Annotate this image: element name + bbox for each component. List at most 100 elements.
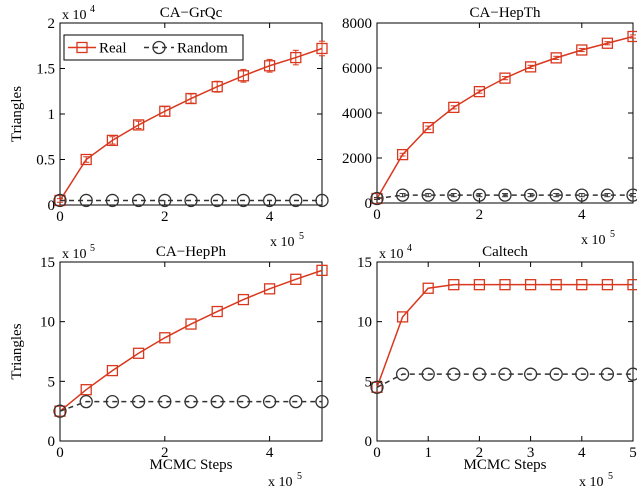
real-point xyxy=(396,311,409,323)
real-point xyxy=(422,121,434,134)
y-tick-label: 5 xyxy=(365,374,373,390)
x-tick-label: 0 xyxy=(373,445,381,461)
real-point xyxy=(316,42,328,55)
y-exponent: 4 xyxy=(407,243,412,254)
random-point xyxy=(210,394,224,409)
x-axis-label: MCMC Steps xyxy=(150,457,233,473)
random-point xyxy=(131,394,146,409)
x-tick-label: 0 xyxy=(373,207,381,223)
real-point xyxy=(422,282,434,294)
random-point xyxy=(236,193,251,208)
x-exponent: 5 xyxy=(610,229,615,240)
random-line xyxy=(59,400,322,412)
x-tick-label: 5 xyxy=(629,445,637,461)
y-tick-label: 10 xyxy=(357,315,372,331)
real-point xyxy=(263,60,276,72)
y-tick-label: 0 xyxy=(48,198,56,214)
random-point xyxy=(315,193,329,208)
x-tick-label: 4 xyxy=(578,445,586,461)
random-point xyxy=(549,367,563,381)
real-line xyxy=(376,35,634,199)
panel-2: 0 2 4 0 2000 4000 6000 8000 CA−HepTh x 10 5 xyxy=(342,5,637,248)
y-axis-label: Triangles xyxy=(9,86,25,142)
real-point xyxy=(524,279,537,291)
x-multiplier: x 10 xyxy=(270,235,295,250)
chart-title: Caltech xyxy=(482,244,528,260)
random-point xyxy=(395,367,410,381)
y-multiplier: x 10 xyxy=(62,8,87,23)
x-exponent: 5 xyxy=(297,471,302,482)
random-point xyxy=(472,188,487,202)
real-point xyxy=(263,283,276,295)
axes-frame xyxy=(376,22,634,204)
random-point xyxy=(421,367,435,381)
real-point xyxy=(627,279,637,291)
real-point xyxy=(237,293,250,306)
real-point xyxy=(473,85,486,98)
random-point xyxy=(53,193,67,208)
y-tick-label: 4000 xyxy=(342,106,372,122)
y-tick-label: 0 xyxy=(48,434,56,450)
y-tick-label: 5 xyxy=(48,374,56,390)
real-point xyxy=(499,279,511,291)
real-point xyxy=(601,37,614,49)
series-real xyxy=(54,264,328,417)
x-axis-label: MCMC Steps xyxy=(464,457,547,473)
real-point xyxy=(316,264,328,277)
y-tick-label: 0 xyxy=(365,196,373,212)
chart-title: CA−HepTh xyxy=(470,5,541,21)
random-point xyxy=(262,193,277,208)
real-point xyxy=(185,318,197,330)
random-line xyxy=(376,373,633,388)
real-point xyxy=(396,148,409,161)
real-point xyxy=(132,119,145,131)
random-point xyxy=(105,394,120,409)
legend-random-marker xyxy=(152,40,166,55)
x-tick-label: 1 xyxy=(424,445,432,461)
random-point xyxy=(498,188,512,202)
random-point xyxy=(158,193,172,208)
y-exponent: 4 xyxy=(90,4,95,15)
random-point xyxy=(575,188,589,202)
random-point xyxy=(447,188,461,202)
random-point xyxy=(236,394,251,409)
series-random xyxy=(53,394,329,418)
real-point xyxy=(576,44,588,56)
x-tick-label: 2 xyxy=(476,445,484,461)
random-point xyxy=(575,367,589,381)
series-random xyxy=(370,367,637,394)
y-tick-label: 2000 xyxy=(342,151,372,167)
x-tick-label: 4 xyxy=(578,207,586,223)
random-point xyxy=(53,404,67,418)
axes-frame xyxy=(376,261,634,442)
random-point xyxy=(210,193,224,208)
y-tick-label: 8000 xyxy=(342,16,372,32)
random-point xyxy=(600,188,615,202)
legend-random-label: Random xyxy=(177,41,228,57)
y-tick-label: 6000 xyxy=(342,61,372,77)
legend-real-marker xyxy=(76,41,88,54)
real-point xyxy=(448,279,460,291)
real-point xyxy=(132,347,145,359)
y-multiplier: x 10 xyxy=(62,247,87,262)
random-point xyxy=(184,193,198,208)
y-tick-label: 1 xyxy=(48,107,56,123)
random-point xyxy=(626,367,637,381)
real-point xyxy=(448,101,460,114)
random-point xyxy=(79,394,93,409)
legend-real-label: Real xyxy=(99,41,127,57)
series-random xyxy=(53,193,329,208)
random-point xyxy=(370,191,384,206)
series-random xyxy=(370,188,637,206)
real-point xyxy=(185,92,197,105)
random-point xyxy=(315,394,329,409)
y-tick-label: 15 xyxy=(357,255,372,271)
series-real xyxy=(371,30,637,205)
random-point xyxy=(370,380,384,394)
x-tick-label: 0 xyxy=(56,209,64,225)
random-point xyxy=(472,367,487,381)
real-point xyxy=(550,52,562,64)
random-point xyxy=(262,394,277,409)
